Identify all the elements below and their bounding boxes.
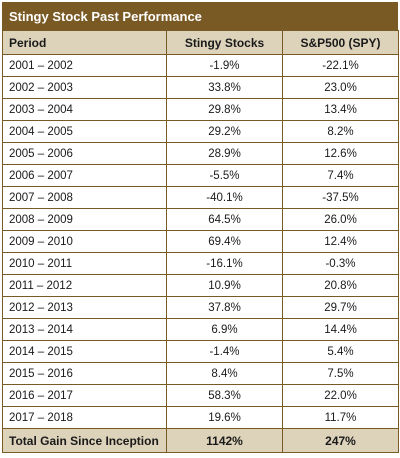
cell-sp500: 14.4% [282, 318, 399, 341]
cell-sp500: 12.4% [282, 230, 399, 253]
table-row: 2003 – 2004 29.8% 13.4% [2, 98, 399, 121]
table-row: 2017 – 2018 19.6% 11.7% [2, 406, 399, 429]
cell-period: 2014 – 2015 [2, 340, 167, 363]
table-row: 2015 – 2016 8.4% 7.5% [2, 362, 399, 385]
table-row: 2002 – 2003 33.8% 23.0% [2, 76, 399, 99]
cell-period: 2016 – 2017 [2, 384, 167, 407]
table-row: 2001 – 2002 -1.9% -22.1% [2, 54, 399, 77]
cell-sp500: 7.5% [282, 362, 399, 385]
header-period: Period [2, 30, 167, 55]
cell-sp500: 7.4% [282, 164, 399, 187]
cell-sp500: 29.7% [282, 296, 399, 319]
cell-stingy: -16.1% [166, 252, 283, 275]
cell-sp500: 5.4% [282, 340, 399, 363]
cell-stingy: 6.9% [166, 318, 283, 341]
cell-period: 2004 – 2005 [2, 120, 167, 143]
table-row: 2010 – 2011 -16.1% -0.3% [2, 252, 399, 275]
cell-stingy: -1.4% [166, 340, 283, 363]
performance-table-card: Stingy Stock Past Performance Period Sti… [2, 2, 399, 453]
cell-stingy: 37.8% [166, 296, 283, 319]
cell-stingy: -40.1% [166, 186, 283, 209]
cell-period: 2013 – 2014 [2, 318, 167, 341]
header-row: Period Stingy Stocks S&P500 (SPY) [2, 30, 399, 55]
cell-stingy: 19.6% [166, 406, 283, 429]
performance-table: Period Stingy Stocks S&P500 (SPY) 2001 –… [2, 30, 399, 453]
cell-stingy: -1.9% [166, 54, 283, 77]
table-row: 2012 – 2013 37.8% 29.7% [2, 296, 399, 319]
cell-period: 2008 – 2009 [2, 208, 167, 231]
cell-period: 2011 – 2012 [2, 274, 167, 297]
cell-stingy: 64.5% [166, 208, 283, 231]
table-row: 2014 – 2015 -1.4% 5.4% [2, 340, 399, 363]
cell-sp500: 8.2% [282, 120, 399, 143]
cell-stingy: 8.4% [166, 362, 283, 385]
cell-period: 2007 – 2008 [2, 186, 167, 209]
cell-stingy: 58.3% [166, 384, 283, 407]
cell-stingy: 29.2% [166, 120, 283, 143]
cell-stingy: 28.9% [166, 142, 283, 165]
cell-sp500: 20.8% [282, 274, 399, 297]
cell-sp500: 12.6% [282, 142, 399, 165]
cell-stingy: -5.5% [166, 164, 283, 187]
cell-period: 2017 – 2018 [2, 406, 167, 429]
table-row: 2016 – 2017 58.3% 22.0% [2, 384, 399, 407]
header-stingy-stocks: Stingy Stocks [166, 30, 283, 55]
cell-stingy: 29.8% [166, 98, 283, 121]
cell-sp500: -0.3% [282, 252, 399, 275]
table-row: 2004 – 2005 29.2% 8.2% [2, 120, 399, 143]
total-sp500: 247% [282, 428, 399, 453]
table-row: 2009 – 2010 69.4% 12.4% [2, 230, 399, 253]
total-label: Total Gain Since Inception [2, 428, 167, 453]
cell-stingy: 69.4% [166, 230, 283, 253]
cell-stingy: 33.8% [166, 76, 283, 99]
table-row: 2005 – 2006 28.9% 12.6% [2, 142, 399, 165]
table-row: 2007 – 2008 -40.1% -37.5% [2, 186, 399, 209]
cell-period: 2002 – 2003 [2, 76, 167, 99]
cell-sp500: 13.4% [282, 98, 399, 121]
cell-sp500: -37.5% [282, 186, 399, 209]
table-row: 2008 – 2009 64.5% 26.0% [2, 208, 399, 231]
cell-period: 2001 – 2002 [2, 54, 167, 77]
table-title: Stingy Stock Past Performance [2, 2, 398, 30]
cell-sp500: 11.7% [282, 406, 399, 429]
cell-period: 2005 – 2006 [2, 142, 167, 165]
cell-sp500: 22.0% [282, 384, 399, 407]
table-row: 2006 – 2007 -5.5% 7.4% [2, 164, 399, 187]
cell-period: 2012 – 2013 [2, 296, 167, 319]
header-sp500: S&P500 (SPY) [282, 30, 399, 55]
total-row: Total Gain Since Inception 1142% 247% [2, 428, 399, 453]
total-stingy: 1142% [166, 428, 283, 453]
cell-period: 2003 – 2004 [2, 98, 167, 121]
cell-stingy: 10.9% [166, 274, 283, 297]
cell-period: 2009 – 2010 [2, 230, 167, 253]
cell-period: 2015 – 2016 [2, 362, 167, 385]
cell-sp500: 26.0% [282, 208, 399, 231]
cell-period: 2006 – 2007 [2, 164, 167, 187]
cell-sp500: -22.1% [282, 54, 399, 77]
table-row: 2013 – 2014 6.9% 14.4% [2, 318, 399, 341]
table-row: 2011 – 2012 10.9% 20.8% [2, 274, 399, 297]
cell-period: 2010 – 2011 [2, 252, 167, 275]
cell-sp500: 23.0% [282, 76, 399, 99]
